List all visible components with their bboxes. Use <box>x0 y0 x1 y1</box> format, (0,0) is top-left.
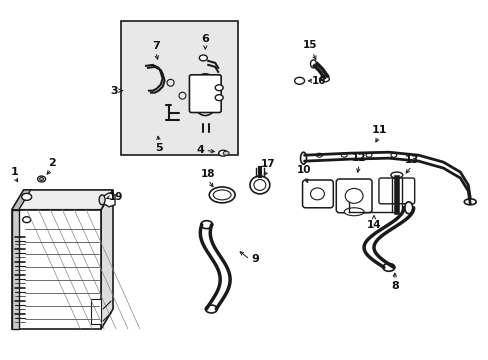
Text: 14: 14 <box>366 220 381 230</box>
Ellipse shape <box>366 153 371 157</box>
Text: 15: 15 <box>303 40 317 50</box>
Ellipse shape <box>253 180 265 190</box>
Ellipse shape <box>191 74 219 116</box>
Text: 16: 16 <box>311 76 326 86</box>
Text: 9: 9 <box>250 255 258 264</box>
Ellipse shape <box>205 305 217 313</box>
Polygon shape <box>12 190 31 210</box>
Text: 12: 12 <box>351 153 366 163</box>
Ellipse shape <box>321 76 328 82</box>
Text: 5: 5 <box>155 143 162 153</box>
Ellipse shape <box>215 95 223 100</box>
Ellipse shape <box>300 152 306 164</box>
Ellipse shape <box>310 60 316 68</box>
Ellipse shape <box>249 176 269 194</box>
Text: 10: 10 <box>297 165 311 175</box>
Ellipse shape <box>223 151 229 155</box>
Ellipse shape <box>390 172 402 178</box>
Ellipse shape <box>345 188 362 203</box>
Ellipse shape <box>38 176 45 182</box>
Ellipse shape <box>199 55 207 61</box>
FancyBboxPatch shape <box>189 75 221 113</box>
FancyBboxPatch shape <box>336 179 371 213</box>
Ellipse shape <box>22 217 31 223</box>
Text: 7: 7 <box>151 41 159 51</box>
FancyBboxPatch shape <box>302 180 333 208</box>
Text: 18: 18 <box>201 169 215 179</box>
Bar <box>91 299 101 324</box>
Ellipse shape <box>294 77 304 84</box>
Ellipse shape <box>201 221 212 229</box>
FancyBboxPatch shape <box>378 178 414 204</box>
Polygon shape <box>12 190 113 210</box>
Polygon shape <box>102 193 115 207</box>
Polygon shape <box>12 210 101 329</box>
Text: 4: 4 <box>196 145 204 155</box>
Ellipse shape <box>215 85 223 91</box>
Polygon shape <box>12 210 19 329</box>
Text: 6: 6 <box>201 34 209 44</box>
Ellipse shape <box>40 177 43 180</box>
Text: 19: 19 <box>109 192 123 202</box>
Ellipse shape <box>341 153 346 157</box>
Ellipse shape <box>21 193 32 201</box>
Ellipse shape <box>99 195 105 205</box>
Text: 13: 13 <box>404 155 418 165</box>
Text: 17: 17 <box>260 159 275 169</box>
Ellipse shape <box>209 187 235 203</box>
Ellipse shape <box>316 153 322 157</box>
Ellipse shape <box>213 190 231 200</box>
Ellipse shape <box>382 264 394 271</box>
Bar <box>121 21 238 155</box>
Ellipse shape <box>463 199 475 205</box>
Ellipse shape <box>218 150 227 156</box>
Ellipse shape <box>404 202 412 214</box>
Text: 8: 8 <box>390 281 398 291</box>
Ellipse shape <box>390 153 396 157</box>
Text: 2: 2 <box>47 158 55 168</box>
Polygon shape <box>101 190 113 329</box>
Text: 3: 3 <box>110 86 118 96</box>
Text: 1: 1 <box>11 167 19 177</box>
Text: 11: 11 <box>370 125 386 135</box>
Ellipse shape <box>310 188 324 200</box>
Ellipse shape <box>344 208 364 216</box>
